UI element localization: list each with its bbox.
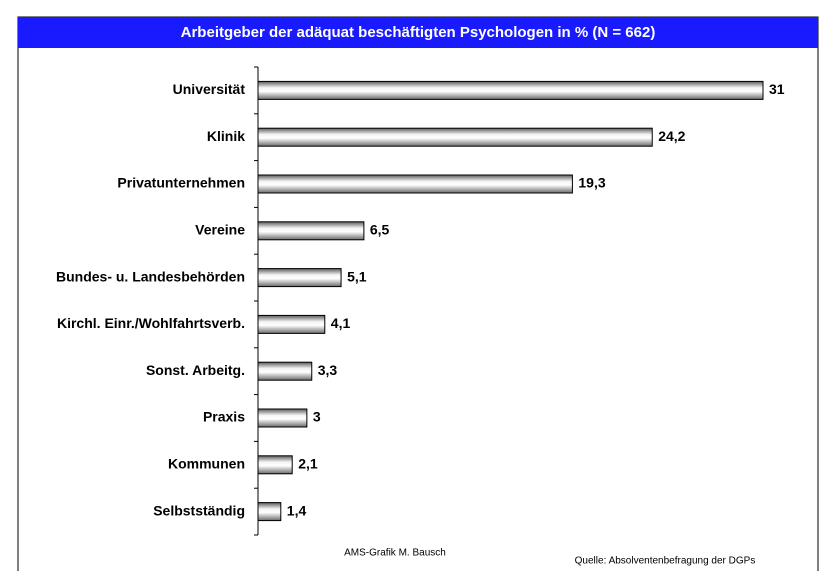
bar — [257, 361, 313, 381]
source: Quelle: Absolventenbefragung der DGPs — [575, 556, 756, 567]
bar — [257, 314, 326, 334]
value-label: 3,3 — [318, 362, 338, 378]
frame — [17, 16, 819, 571]
category-label: Bundes- u. Landesbehörden — [56, 268, 245, 284]
bar — [257, 174, 573, 194]
value-label: 4,1 — [331, 315, 351, 331]
value-label: 5,1 — [347, 268, 367, 284]
bar — [257, 502, 282, 522]
bar — [257, 408, 308, 428]
bar — [257, 221, 365, 241]
title-bar — [18, 17, 818, 48]
bar — [257, 80, 764, 100]
category-label: Sonst. Arbeitg. — [146, 362, 245, 378]
bar — [257, 455, 293, 475]
value-label: 1,4 — [287, 502, 307, 518]
category-label: Universität — [173, 81, 246, 97]
chart-title: Arbeitgeber der adäquat beschäftigten Ps… — [181, 24, 656, 41]
category-label: Selbstständig — [153, 502, 245, 518]
category-label: Kommunen — [168, 456, 245, 472]
category-label: Vereine — [195, 222, 245, 238]
category-label: Privatunternehmen — [117, 175, 245, 191]
bar — [257, 268, 342, 288]
value-label: 24,2 — [658, 128, 685, 144]
value-label: 2,1 — [298, 456, 318, 472]
category-label: Kirchl. Einr./Wohlfahrtsverb. — [57, 315, 245, 331]
credit: AMS-Grafik M. Bausch — [344, 548, 446, 559]
value-label: 6,5 — [370, 222, 390, 238]
value-label: 31 — [769, 81, 785, 97]
value-label: 3 — [313, 409, 321, 425]
category-label: Praxis — [203, 409, 245, 425]
bar — [257, 127, 653, 147]
value-label: 19,3 — [578, 175, 605, 191]
category-label: Klinik — [207, 128, 245, 144]
